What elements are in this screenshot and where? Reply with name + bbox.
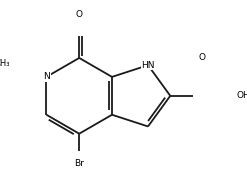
Text: HN: HN [141, 61, 155, 70]
Text: N: N [43, 72, 50, 81]
Text: Br: Br [74, 159, 84, 169]
Text: OH: OH [237, 91, 247, 100]
Text: O: O [76, 10, 83, 19]
Text: O: O [199, 53, 206, 62]
Text: CH₃: CH₃ [0, 59, 10, 68]
